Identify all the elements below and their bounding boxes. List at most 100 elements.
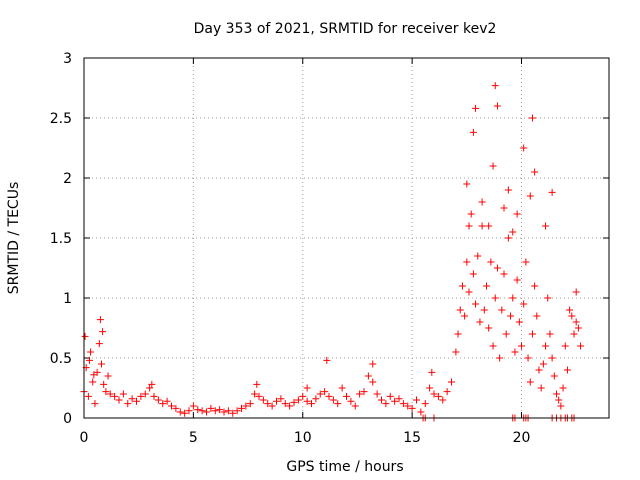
- data-point: [546, 330, 554, 338]
- data-point: [485, 324, 493, 332]
- data-point: [434, 392, 442, 400]
- data-point: [163, 397, 171, 405]
- data-point: [84, 392, 92, 400]
- x-tick-label: 5: [189, 430, 198, 446]
- data-point: [87, 348, 95, 356]
- data-point: [533, 312, 541, 320]
- data-point: [463, 180, 471, 188]
- data-point: [321, 388, 329, 396]
- y-tick-label: 0.5: [50, 351, 72, 367]
- data-point: [90, 371, 98, 379]
- data-point: [559, 384, 567, 392]
- data-point: [528, 114, 536, 122]
- data-point: [378, 396, 385, 404]
- data-point: [255, 392, 263, 400]
- data-point: [544, 294, 552, 302]
- data-point: [518, 342, 525, 350]
- data-point: [334, 400, 342, 408]
- data-point: [577, 342, 585, 350]
- y-tick-label: 2: [63, 171, 72, 187]
- data-point: [504, 186, 512, 194]
- data-point: [500, 204, 508, 212]
- data-point: [531, 282, 539, 290]
- data-point: [325, 392, 333, 400]
- data-point: [428, 368, 436, 376]
- data-point: [268, 402, 276, 410]
- data-point: [89, 378, 97, 386]
- data-point: [537, 384, 545, 392]
- y-axis-label: SRMTID / TECUs: [6, 182, 22, 295]
- data-point: [408, 404, 416, 412]
- data-point: [194, 406, 202, 414]
- data-point: [555, 396, 563, 404]
- data-point: [478, 198, 486, 206]
- data-point: [439, 396, 447, 404]
- data-point: [472, 300, 480, 308]
- data-point: [115, 396, 123, 404]
- data-point: [198, 407, 206, 415]
- data-point: [417, 408, 425, 416]
- y-tick-label: 3: [63, 51, 72, 67]
- grid-lines: [84, 58, 609, 418]
- data-point: [463, 258, 471, 266]
- data-point: [568, 312, 576, 320]
- data-point: [364, 372, 372, 380]
- data-point: [535, 366, 543, 374]
- data-point: [515, 318, 523, 326]
- data-point: [207, 404, 215, 412]
- data-point: [382, 400, 390, 408]
- data-point: [246, 400, 254, 408]
- x-tick-label: 10: [294, 430, 312, 446]
- plot-frame: [83, 57, 610, 419]
- data-point: [467, 210, 475, 218]
- data-point: [456, 306, 464, 314]
- data-point: [458, 282, 466, 290]
- data-point: [553, 390, 560, 398]
- data-point: [498, 306, 506, 314]
- data-point: [469, 128, 477, 136]
- data-point: [281, 400, 289, 408]
- data-point: [574, 324, 582, 332]
- data-point: [461, 312, 469, 320]
- data-point: [465, 288, 473, 296]
- data-point: [548, 188, 556, 196]
- data-point: [493, 264, 501, 272]
- data-point: [360, 388, 368, 396]
- x-tick-label: 15: [403, 430, 421, 446]
- x-tick-label: 20: [513, 430, 531, 446]
- data-point: [469, 270, 477, 278]
- data-point: [185, 407, 193, 415]
- data-point: [550, 372, 558, 380]
- data-point: [312, 395, 320, 403]
- data-point: [98, 360, 105, 368]
- data-point: [500, 270, 508, 278]
- data-point: [290, 398, 298, 406]
- data-point: [542, 342, 550, 350]
- data-point: [491, 82, 499, 90]
- data-point: [229, 409, 237, 417]
- data-point: [399, 400, 407, 408]
- data-point: [496, 354, 504, 362]
- data-point: [286, 402, 294, 410]
- data-point: [485, 222, 493, 230]
- data-point: [181, 409, 189, 417]
- data-point: [513, 210, 521, 218]
- data-point: [454, 330, 462, 338]
- data-point: [513, 276, 521, 284]
- data-point: [443, 388, 451, 396]
- data-point: [128, 395, 136, 403]
- data-point: [430, 390, 438, 398]
- data-point: [99, 328, 107, 336]
- data-point: [211, 407, 219, 415]
- data-point: [448, 378, 455, 386]
- data-point: [253, 380, 261, 388]
- data-point: [329, 396, 337, 404]
- data-point: [259, 396, 267, 404]
- data-point: [146, 384, 154, 392]
- data-point: [323, 356, 331, 364]
- data-point: [391, 397, 399, 405]
- data-point: [465, 222, 473, 230]
- data-point: [566, 306, 574, 314]
- data-point: [528, 330, 536, 338]
- data-point: [91, 400, 99, 408]
